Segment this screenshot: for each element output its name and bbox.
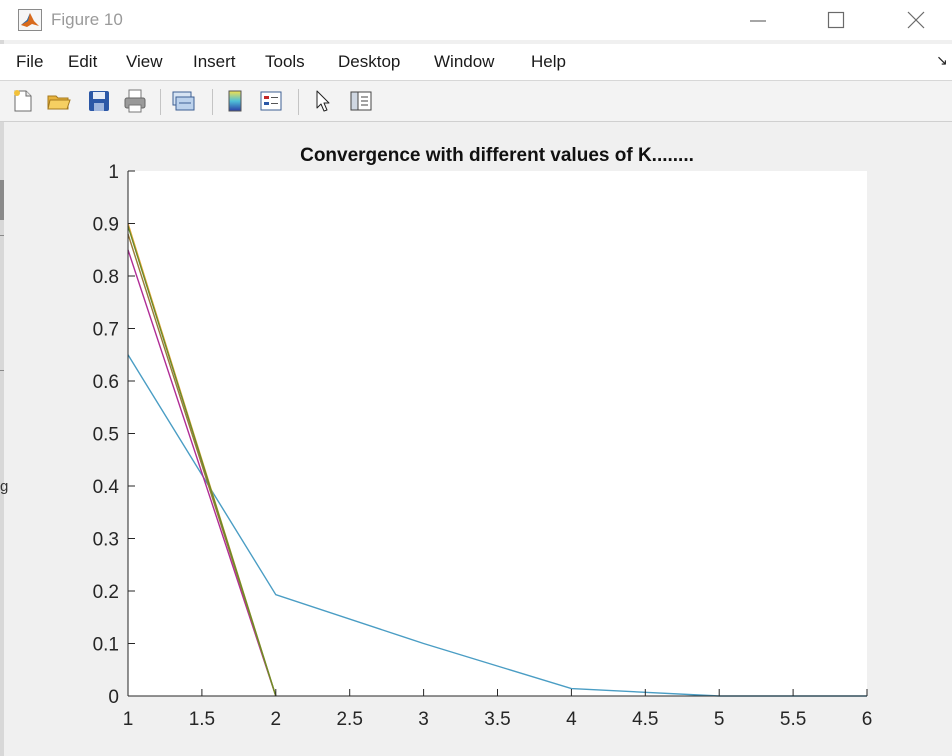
menu-view[interactable]: View <box>126 52 163 71</box>
menu-edit[interactable]: Edit <box>68 52 98 71</box>
left-edge-glyph: g <box>0 478 9 495</box>
y-tick-label: 1 <box>108 162 119 183</box>
plot-area[interactable] <box>128 171 867 696</box>
toolbar-separator <box>212 89 213 115</box>
x-tick-label: 5.5 <box>780 709 806 730</box>
menu-tools[interactable]: Tools <box>265 52 305 71</box>
pointer-icon[interactable] <box>310 88 336 114</box>
left-edge-mark <box>0 180 4 220</box>
menu-help[interactable]: Help <box>531 52 566 71</box>
series-line-5[interactable] <box>127 225 277 697</box>
figure-toolbar <box>0 81 952 122</box>
link-plot-icon[interactable] <box>170 88 196 114</box>
matlab-icon <box>18 9 42 31</box>
x-tick-label: 5 <box>714 709 725 730</box>
close-icon[interactable] <box>896 6 936 34</box>
colorbar-icon[interactable] <box>222 88 248 114</box>
x-tick-label: 3.5 <box>484 709 510 730</box>
y-tick-label: 0.8 <box>93 267 119 288</box>
window-titlebar[interactable]: Figure 10 <box>0 0 952 40</box>
y-tick-label: 0.9 <box>93 215 119 236</box>
new-figure-icon[interactable] <box>10 88 36 114</box>
menu-desktop[interactable]: Desktop <box>338 52 401 71</box>
y-tick-label: 0.3 <box>93 530 119 551</box>
x-tick-label: 2 <box>271 709 282 730</box>
dock-arrow-icon[interactable]: ↘ <box>936 52 948 68</box>
menu-file[interactable]: File <box>16 52 44 71</box>
window-title: Figure 10 <box>51 10 123 29</box>
left-edge-mark <box>0 370 4 371</box>
left-window-edge <box>0 0 4 756</box>
y-tick-label: 0 <box>108 687 119 708</box>
y-tick-label: 0.4 <box>93 477 120 498</box>
y-tick-label: 0.7 <box>93 320 119 341</box>
maximize-icon[interactable] <box>816 6 856 34</box>
x-tick-label: 6 <box>862 709 873 730</box>
legend-icon[interactable] <box>258 88 284 114</box>
y-tick-label: 0.1 <box>93 635 119 656</box>
menu-bar: File Edit View Insert Tools Desktop Wind… <box>0 44 952 81</box>
property-inspector-icon[interactable] <box>348 88 374 114</box>
y-tick-label: 0.5 <box>93 425 119 446</box>
chart-title: Convergence with different values of K..… <box>300 145 694 166</box>
toolbar-separator <box>298 89 299 115</box>
save-icon[interactable] <box>86 88 112 114</box>
left-edge-mark <box>0 235 4 236</box>
series-line-2[interactable] <box>127 249 277 697</box>
menu-window[interactable]: Window <box>434 52 495 71</box>
x-tick-label: 1.5 <box>189 709 215 730</box>
axes-layer: 1 1.5 2 2.5 3 3.5 4 4.5 5 5.5 6 0 0.1 0.2 0.3 0.4 0.5 0.6… <box>93 162 873 730</box>
open-file-icon[interactable] <box>46 88 72 114</box>
y-tick-label: 0.6 <box>93 372 119 393</box>
x-tick-label: 4 <box>566 709 577 730</box>
toolbar-separator <box>160 89 161 115</box>
x-tick-label: 2.5 <box>336 709 362 730</box>
x-tick-label: 1 <box>123 709 134 730</box>
print-icon[interactable] <box>122 88 148 114</box>
menu-insert[interactable]: Insert <box>193 52 236 71</box>
minimize-icon[interactable] <box>738 6 778 34</box>
x-tick-label: 4.5 <box>632 709 658 730</box>
y-tick-label: 0.2 <box>93 582 119 603</box>
x-tick-label: 3 <box>418 709 429 730</box>
